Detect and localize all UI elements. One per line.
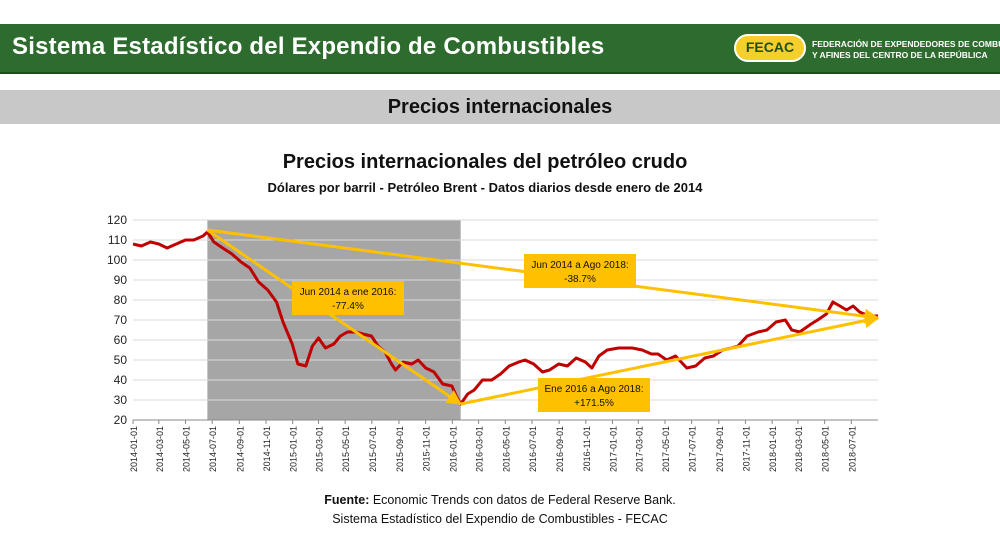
x-tick-label: 2017-11-01: [741, 426, 751, 471]
x-tick-label: 2018-07-01: [847, 426, 857, 472]
x-tick-label: 2018-05-01: [821, 426, 831, 472]
x-tick-label: 2016-03-01: [475, 426, 485, 472]
y-tick-label: 120: [107, 213, 127, 227]
x-tick-label: 2016-11-01: [582, 426, 592, 471]
x-tick-label: 2015-07-01: [368, 426, 378, 472]
footer-source: Fuente: Economic Trends con datos de Fed…: [0, 493, 1000, 507]
x-tick-label: 2014-11-01: [262, 426, 272, 471]
x-tick-label: 2018-01-01: [768, 426, 778, 472]
x-tick-label: 2017-05-01: [661, 426, 671, 472]
annotation-box: [292, 281, 404, 315]
logo-text: FECAC: [745, 39, 795, 55]
x-tick-label: 2017-03-01: [634, 426, 644, 472]
y-tick-label: 90: [114, 273, 128, 287]
x-tick-label: 2015-11-01: [422, 426, 432, 471]
header-bar: Sistema Estadístico del Expendio de Comb…: [0, 24, 1000, 74]
annotation-change: -38.7%: [564, 274, 596, 285]
y-tick-label: 60: [114, 333, 128, 347]
y-tick-label: 20: [114, 413, 128, 427]
x-tick-label: 2016-05-01: [501, 426, 511, 472]
x-tick-label: 2015-09-01: [395, 426, 405, 472]
y-tick-label: 80: [114, 293, 128, 307]
y-tick-label: 40: [114, 373, 128, 387]
annotation-box: [538, 378, 650, 412]
x-tick-label: 2018-03-01: [794, 426, 804, 472]
source-label: Fuente:: [324, 493, 370, 507]
x-tick-label: 2014-03-01: [155, 426, 165, 472]
section-bar: Precios internacionales: [0, 90, 1000, 124]
y-tick-label: 50: [114, 353, 128, 367]
organization-name-line1: FEDERACIÓN DE EXPENDEDORES DE COMBUSTIBL…: [812, 39, 1000, 49]
x-tick-label: 2014-05-01: [181, 426, 191, 472]
x-tick-label: 2017-09-01: [715, 426, 725, 472]
annotation-period: Jun 2014 a Ago 2018:: [531, 260, 628, 271]
x-tick-label: 2017-01-01: [608, 426, 618, 472]
x-tick-label: 2015-01-01: [289, 426, 299, 472]
x-tick-label: 2016-09-01: [555, 426, 565, 472]
x-tick-label: 2015-05-01: [341, 426, 351, 472]
fecac-logo: FECAC: [734, 34, 806, 62]
y-tick-label: 110: [108, 233, 127, 247]
annotation-box: [524, 254, 636, 288]
brent-price-line: [132, 230, 878, 406]
x-tick-label: 2016-07-01: [528, 426, 538, 472]
x-tick-label: 2014-07-01: [208, 426, 218, 472]
change-arrow: [460, 313, 880, 406]
footer-credit: Sistema Estadístico del Expendio de Comb…: [332, 512, 668, 526]
chart-subtitle: Dólares por barril - Petróleo Brent - Da…: [268, 180, 704, 195]
organization-name-line2: Y AFINES DEL CENTRO DE LA REPÚBLICA: [812, 50, 988, 60]
annotation-period: Ene 2016 a Ago 2018:: [545, 384, 644, 395]
page-title: Sistema Estadístico del Expendio de Comb…: [12, 33, 605, 60]
x-tick-label: 2017-07-01: [688, 426, 698, 472]
x-tick-label: 2014-01-01: [129, 426, 139, 472]
y-tick-label: 70: [114, 313, 128, 327]
section-title: Precios internacionales: [387, 96, 613, 118]
y-tick-label: 100: [107, 253, 127, 267]
chart-title: Precios internacionales del petróleo cru…: [283, 151, 688, 173]
change-arrow: [206, 228, 462, 406]
x-tick-label: 2016-01-01: [448, 426, 458, 472]
x-tick-label: 2015-03-01: [314, 426, 324, 472]
y-tick-label: 30: [114, 393, 128, 407]
source-text: Economic Trends con datos de Federal Res…: [372, 493, 676, 507]
x-tick-label: 2014-09-01: [235, 426, 245, 472]
annotation-change: -77.4%: [332, 301, 364, 312]
annotation-period: Jun 2014 a ene 2016:: [300, 287, 397, 298]
annotation-change: +171.5%: [574, 398, 614, 409]
